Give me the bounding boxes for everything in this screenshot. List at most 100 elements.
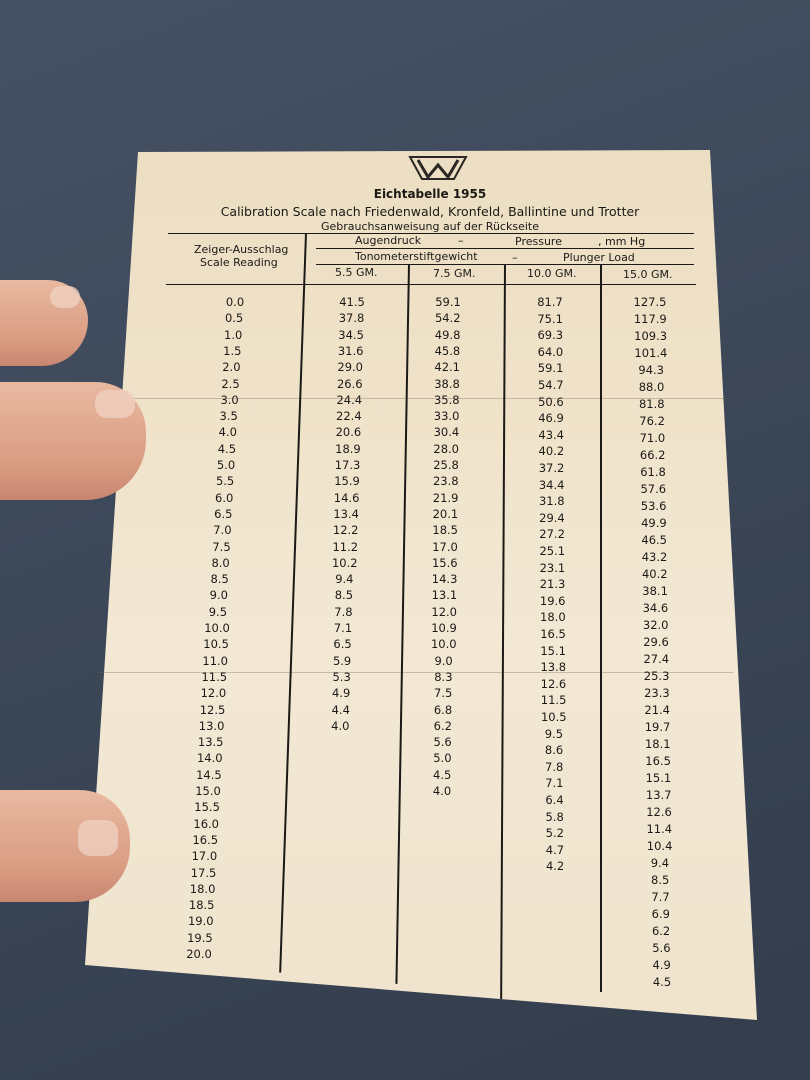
pressure-value-cell: 5.6 xyxy=(433,735,452,750)
pressure-value-cell: 18.5 xyxy=(432,523,458,538)
pressure-value-cell: 5.8 xyxy=(545,809,564,824)
pressure-value-cell: 94.3 xyxy=(638,363,664,377)
pressure-value-cell: 76.2 xyxy=(639,414,665,428)
pressure-value-cell: 64.0 xyxy=(537,344,564,359)
pressure-value-cell: 12.0 xyxy=(431,604,457,619)
pressure-value-cell: 7.8 xyxy=(334,604,353,619)
pressure-value-cell: 16.5 xyxy=(540,627,566,641)
pressure-value-cell: 66.2 xyxy=(639,448,666,462)
pressure-value-cell: 6.8 xyxy=(433,702,453,717)
pressure-value-cell: 4.5 xyxy=(433,767,452,782)
pressure-value-cell: 40.2 xyxy=(538,444,565,459)
scale-reading-cell: 11.5 xyxy=(201,669,228,684)
pressure-value-cell: 23.1 xyxy=(539,560,566,575)
pressure-value-cell: 46.5 xyxy=(641,533,667,547)
pressure-value-cell: 31.8 xyxy=(538,494,565,509)
scale-reading-cell: 18.0 xyxy=(189,881,216,896)
document-title: Eichtabelle 1955 xyxy=(373,187,487,201)
pressure-value-cell: 35.8 xyxy=(433,392,460,407)
pressure-value-cell: 10.9 xyxy=(431,621,457,635)
document-subtitle: Calibration Scale nach Friedenwald, Kron… xyxy=(220,204,640,219)
fold-crease xyxy=(120,398,730,399)
pressure-value-cell: 61.8 xyxy=(640,465,666,479)
pressure-value-cell: 6.4 xyxy=(545,793,564,807)
pressure-value-cell: 88.0 xyxy=(638,380,665,394)
pressure-value-cell: 5.6 xyxy=(652,941,671,955)
pressure-value-cell: 12.6 xyxy=(646,805,672,819)
pressure-value-cell: 81.7 xyxy=(537,295,563,309)
pressure-value-cell: 34.6 xyxy=(642,601,669,615)
pressure-value-cell: 54.2 xyxy=(434,311,461,326)
pressure-value-cell: 25.8 xyxy=(433,458,459,472)
pressure-value-cell: 34.5 xyxy=(338,327,364,342)
pressure-value-cell: 19.6 xyxy=(539,593,566,608)
pressure-value-cell: 7.7 xyxy=(651,890,670,904)
pressure-value-cell: 53.6 xyxy=(640,499,667,513)
pressure-value-cell: 20.6 xyxy=(335,425,362,440)
pressure-value-cell: 6.2 xyxy=(433,718,452,733)
pressure-value-cell: 29.0 xyxy=(337,360,363,375)
pressure-value-cell: 41.5 xyxy=(339,295,365,309)
scale-reading-cell: 0.5 xyxy=(224,311,244,326)
pressure-value-cell: 9.5 xyxy=(544,726,564,741)
pressure-value-cell: 23.8 xyxy=(432,474,459,489)
scale-reading-cell: 15.0 xyxy=(195,784,221,798)
pressure-value-cell: 38.1 xyxy=(642,584,668,598)
pressure-value-cell: 6.9 xyxy=(651,907,670,921)
scale-reading-cell: 10.5 xyxy=(203,637,229,652)
scale-reading-cell: 4.5 xyxy=(217,441,237,456)
pressure-value-cell: 7.1 xyxy=(545,776,564,791)
pressure-value-cell: 27.2 xyxy=(539,527,565,542)
column-header-7-5: 7.5 GM. xyxy=(433,267,476,280)
pressure-value-cell: 29.6 xyxy=(643,635,669,649)
pressure-value-cell: 50.6 xyxy=(538,394,564,409)
header-dash: – xyxy=(458,234,464,247)
pressure-value-cell: 27.4 xyxy=(643,652,670,666)
pressure-value-cell: 21.9 xyxy=(432,490,459,505)
pressure-value-cell: 46.9 xyxy=(538,411,564,426)
pressure-value-cell: 81.8 xyxy=(638,397,665,411)
pressure-value-cell: 8.5 xyxy=(651,873,670,887)
pressure-value-cell: 7.5 xyxy=(434,686,453,701)
pressure-value-cell: 15.1 xyxy=(540,643,566,658)
pressure-value-cell: 8.6 xyxy=(544,743,564,758)
column-header-15-0: 15.0 GM. xyxy=(623,268,673,281)
column-header-5-5: 5.5 GM. xyxy=(335,266,378,279)
pressure-value-cell: 31.6 xyxy=(337,343,364,358)
scale-reading-cell: 17.0 xyxy=(191,849,218,864)
scale-reading-cell: 2.5 xyxy=(221,376,240,391)
pressure-value-cell: 12.6 xyxy=(540,676,567,691)
pressure-value-cell: 13.7 xyxy=(645,788,672,802)
pressure-value-cell: 14.3 xyxy=(431,572,458,587)
pressure-value-cell: 4.9 xyxy=(332,686,351,701)
pressure-value-cell: 33.0 xyxy=(433,409,460,424)
scale-reading-cell: 2.0 xyxy=(222,360,241,375)
scale-reading-cell: 5.5 xyxy=(215,474,235,489)
pressure-value-cell: 19.7 xyxy=(644,720,671,734)
pressure-value-cell: 9.4 xyxy=(335,572,354,587)
pressure-value-cell: 5.2 xyxy=(545,826,564,841)
pressure-value-cell: 18.1 xyxy=(644,737,671,751)
scale-reading-cell: 4.0 xyxy=(218,425,237,440)
pressure-value-cell: 10.2 xyxy=(331,555,358,570)
scale-reading-cell: 1.0 xyxy=(224,327,243,342)
thumb xyxy=(0,790,130,902)
pressure-value-cell: 10.0 xyxy=(430,637,457,652)
pressure-value-cell: 43.4 xyxy=(538,427,564,442)
pressure-value-cell: 4.0 xyxy=(331,718,350,733)
scale-header-en: Scale Reading xyxy=(200,256,278,269)
jjw-logo-icon xyxy=(408,156,468,180)
pressure-value-cell: 37.8 xyxy=(338,311,365,326)
pressure-value-cell: 20.1 xyxy=(432,506,459,521)
pressure-value-cell: 117.9 xyxy=(633,312,667,326)
pressure-value-cell: 42.1 xyxy=(434,360,460,375)
finger xyxy=(0,280,88,366)
pressure-value-cell: 69.3 xyxy=(537,328,564,343)
pressure-value-cell: 13.4 xyxy=(333,506,359,521)
column-divider xyxy=(279,232,307,973)
header-rule xyxy=(166,284,696,286)
pressure-value-cell: 16.5 xyxy=(645,754,671,768)
pressure-value-cell: 57.6 xyxy=(640,482,667,496)
pressure-value-cell: 18.0 xyxy=(540,610,566,625)
scale-reading-cell: 1.5 xyxy=(223,343,242,358)
